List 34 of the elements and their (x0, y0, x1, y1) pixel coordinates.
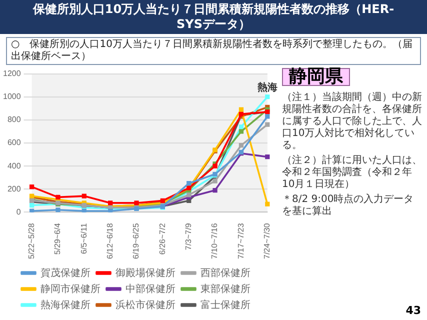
legend-label: 熱海保健所 (40, 298, 90, 311)
x-tick-label: 6/5~6/11 (79, 222, 88, 254)
x-tick-label: 7/24~7/30 (262, 222, 272, 259)
x-tick-label: 6/26~7/2 (158, 222, 167, 255)
text: （注１）当該期間（週）中の新規陽性者数の合計を、各保健所に属する人口で除した上で、人口10万人対比で相対化している。 (282, 92, 422, 152)
legend-label: 賀茂保健所 (40, 266, 90, 279)
text: 静岡県 (282, 66, 350, 87)
x-tick-label: 7/3~7/9 (184, 222, 194, 250)
x-tick-label: 7/17~7/23 (236, 222, 246, 259)
chart-title: 保健所別人口10万人当たり７日間累積新規陽性者数の推移（HER-SYSデータ） (0, 0, 427, 34)
y-tick-label: 1200 (3, 69, 22, 78)
legend-label: 中部保健所 (126, 282, 176, 295)
y-tick-label: 1000 (3, 92, 22, 102)
text: 43 (406, 304, 421, 317)
y-tick-label: 800 (7, 115, 22, 124)
x-tick-label: 6/19~6/25 (132, 222, 141, 259)
text: （注２）計算に用いた人口は、令和２年国勢調査（令和２年10月１日現在） (282, 155, 422, 191)
x-tick-label: 6/12~6/18 (106, 222, 115, 259)
legend-label: 東部保健所 (200, 282, 250, 295)
legend-label: 富士保健所 (200, 298, 250, 311)
y-tick-label: 200 (7, 184, 22, 194)
legend-label: 御殿場保健所 (116, 266, 176, 279)
y-tick-label: 600 (7, 138, 22, 148)
legend-label: 西部保健所 (200, 266, 250, 279)
y-tick-label: 400 (7, 161, 22, 170)
legend-label: 浜松市保健所 (116, 298, 176, 311)
x-tick-label: 5/22~5/28 (27, 222, 36, 259)
text: ＊8/2 9:00時点の入力データを基に算出 (282, 194, 415, 218)
y-tick-label: 0 (16, 207, 22, 216)
x-tick-label: 5/29~6/4 (53, 222, 62, 255)
annotation: 熱海 (256, 81, 278, 94)
x-tick-label: 7/10~7/16 (210, 222, 220, 259)
legend-label: 静岡市保健所 (40, 282, 100, 295)
chart-subtitle: ○ 保健所別の人口10万人当たり７日間累積新規陽性者数を時系列で整理したもの。（届出保健所ベース） (6, 37, 421, 65)
